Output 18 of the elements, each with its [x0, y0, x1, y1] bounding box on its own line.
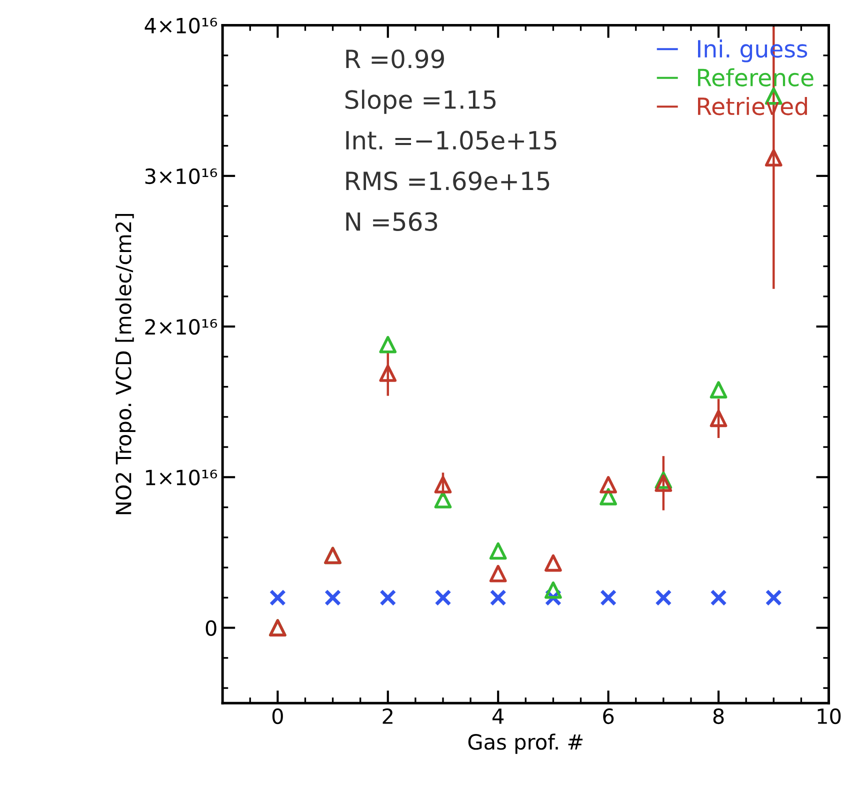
y-tick-label: 3×10¹⁶ [145, 168, 218, 184]
x-tick-label: 6 [603, 708, 614, 724]
y-axis-title: NO2 Tropo. VCD [molec/cm2] [115, 214, 136, 514]
x-tick-label: 8 [713, 708, 724, 724]
x-tick-label: 0 [272, 708, 283, 724]
y-tick-label: 1×10¹⁶ [146, 470, 218, 486]
annotation: Slope =1.15 [345, 90, 496, 114]
x-tick-label: 2 [382, 708, 392, 724]
y-tick-label: 4×10¹⁶ [144, 18, 218, 34]
x-axis-title: Gas prof. # [468, 734, 583, 754]
annotation: N =563 [346, 212, 438, 232]
x-tick-label: 10 [818, 708, 841, 724]
annotation: RMS =1.69e+15 [346, 171, 550, 190]
annotation: Int. =−1.05e+15 [346, 130, 556, 150]
annotation: R =0.99 [346, 49, 444, 68]
y-tick-label: 0 [206, 620, 216, 636]
y-tick-label: 2×10¹⁶ [145, 318, 218, 335]
x-tick-label: 4 [492, 708, 504, 724]
